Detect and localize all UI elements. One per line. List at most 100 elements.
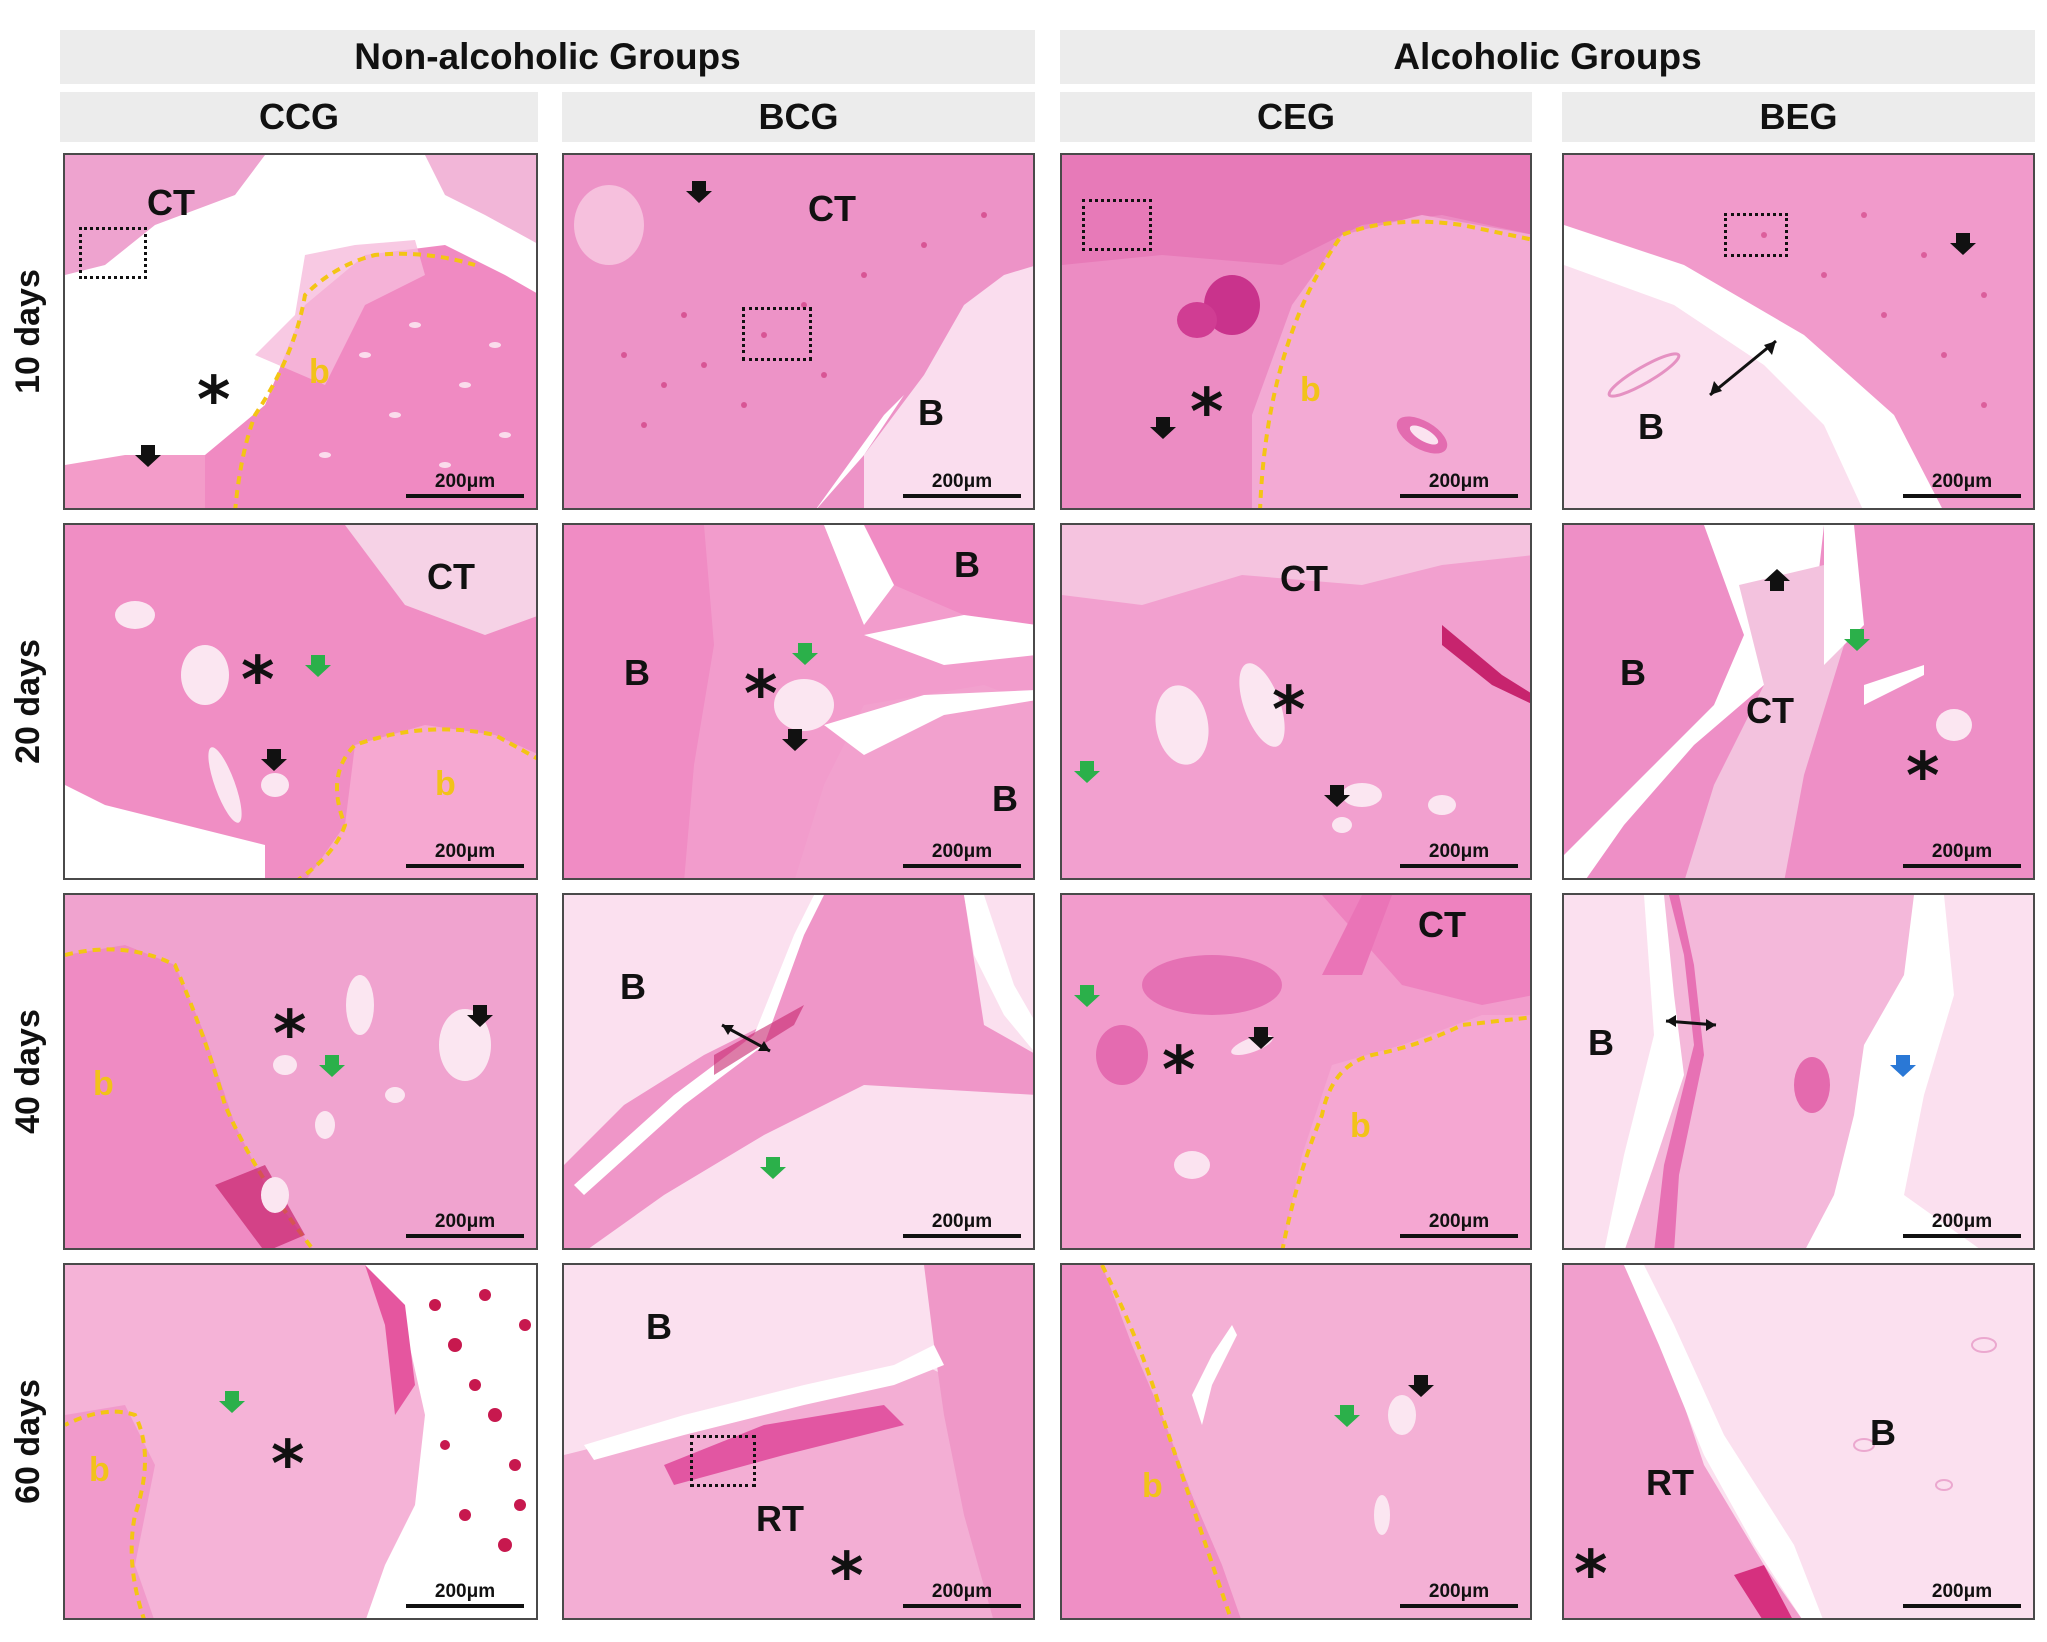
micrograph (1564, 1265, 2033, 1618)
scale-bar: 200μm (1903, 472, 2021, 498)
micrograph (1564, 895, 2033, 1248)
scale-bar: 200μm (1400, 472, 1518, 498)
label-rt: RT (756, 1498, 804, 1539)
micrograph (564, 895, 1033, 1248)
column-header-ccg: CCG (60, 92, 538, 142)
asterisk-marker: * (1906, 740, 1940, 814)
panel-beg-40-days: B 200μm (1562, 893, 2035, 1250)
column-header-ceg: CEG (1060, 92, 1532, 142)
black-arrow-icon (1248, 1027, 1274, 1049)
micrograph (1062, 525, 1530, 878)
label-ct: CT (427, 556, 475, 597)
micrograph (1062, 155, 1530, 508)
double-arrow-icon (1709, 339, 1777, 397)
panel-bcg-20-days: B B B * 200μm (562, 523, 1035, 880)
blue-arrow-icon (1890, 1055, 1916, 1077)
asterisk-marker: * (1190, 376, 1224, 450)
micrograph (1062, 1265, 1530, 1618)
label-b: B (624, 652, 650, 693)
asterisk-marker: * (197, 364, 231, 438)
dotted-box-icon (1082, 199, 1152, 251)
column-header-bcg: BCG (562, 92, 1035, 142)
label-b: B (1588, 1022, 1614, 1063)
scale-bar: 200μm (406, 842, 524, 868)
asterisk-marker: * (1162, 1034, 1196, 1108)
asterisk-marker: * (744, 658, 778, 732)
label-b: B (1870, 1412, 1896, 1453)
row-label-20-days: 20 days (8, 639, 47, 764)
green-arrow-icon (1844, 629, 1870, 651)
scale-bar: 200μm (903, 1582, 1021, 1608)
green-arrow-icon (319, 1055, 345, 1077)
green-arrow-icon (1334, 1405, 1360, 1427)
panel-ceg-40-days: CT b * 200μm (1060, 893, 1532, 1250)
micrograph (1564, 155, 2033, 508)
group-header-non-alcoholic: Non-alcoholic Groups (60, 30, 1035, 84)
micrograph (65, 895, 536, 1248)
micrograph (65, 525, 536, 878)
label-ct: CT (1746, 690, 1794, 731)
green-arrow-icon (760, 1157, 786, 1179)
black-arrow-icon (1324, 785, 1350, 807)
asterisk-marker: * (1574, 1538, 1608, 1612)
black-arrow-icon (1950, 233, 1976, 255)
label-b: b (309, 353, 330, 391)
asterisk-marker: * (1272, 674, 1306, 748)
label-b: b (1350, 1107, 1371, 1145)
label-b: b (435, 765, 456, 803)
row-label-10-days: 10 days (8, 269, 47, 394)
asterisk-marker: * (271, 1428, 305, 1502)
green-arrow-icon (792, 643, 818, 665)
panel-ceg-60-days: b 200μm (1060, 1263, 1532, 1620)
micrograph (564, 155, 1033, 508)
dotted-box-icon (79, 227, 147, 279)
row-label-60-days: 60 days (8, 1379, 47, 1504)
label-b: B (918, 392, 944, 433)
label-ct: CT (808, 188, 856, 229)
scale-bar: 200μm (1400, 1582, 1518, 1608)
dotted-box-icon (742, 307, 812, 361)
scale-bar: 200μm (406, 1212, 524, 1238)
scale-bar: 200μm (1903, 1582, 2021, 1608)
panel-ccg-10-days: CT b * 200μm (63, 153, 538, 510)
panel-bcg-60-days: B RT * 200μm (562, 1263, 1035, 1620)
scale-bar: 200μm (903, 1212, 1021, 1238)
scale-bar: 200μm (1903, 842, 2021, 868)
green-arrow-icon (1074, 761, 1100, 783)
scale-bar: 200μm (1400, 1212, 1518, 1238)
label-b: b (93, 1065, 114, 1103)
panel-beg-60-days: B RT * 200μm (1562, 1263, 2035, 1620)
panel-ccg-60-days: b * 200μm (63, 1263, 538, 1620)
scale-bar: 200μm (903, 842, 1021, 868)
group-header-alcoholic: Alcoholic Groups (1060, 30, 2035, 84)
panel-ceg-10-days: b * 200μm (1060, 153, 1532, 510)
label-b: B (646, 1306, 672, 1347)
black-arrow-icon (1764, 569, 1790, 591)
label-b: b (1300, 371, 1321, 409)
black-arrow-icon (135, 445, 161, 467)
scale-bar: 200μm (1400, 842, 1518, 868)
label-b: b (1142, 1467, 1163, 1505)
black-arrow-icon (261, 749, 287, 771)
micrograph (1062, 895, 1530, 1248)
green-arrow-icon (219, 1391, 245, 1413)
dotted-box-icon (1724, 213, 1788, 257)
panel-ceg-20-days: CT * 200μm (1060, 523, 1532, 880)
panel-ccg-20-days: CT b * 200μm (63, 523, 538, 880)
micrograph (564, 525, 1033, 878)
panel-bcg-40-days: B 200μm (562, 893, 1035, 1250)
asterisk-marker: * (273, 998, 307, 1072)
label-b: B (954, 544, 980, 585)
label-ct: CT (147, 182, 195, 223)
panel-bcg-10-days: CT B 200μm (562, 153, 1035, 510)
panel-beg-20-days: B CT * 200μm (1562, 523, 2035, 880)
label-b: B (1638, 406, 1664, 447)
scale-bar: 200μm (1903, 1212, 2021, 1238)
dotted-box-icon (690, 1435, 756, 1487)
scale-bar: 200μm (903, 472, 1021, 498)
label-b: B (1620, 652, 1646, 693)
label-b: B (620, 966, 646, 1007)
panel-beg-10-days: B 200μm (1562, 153, 2035, 510)
label-b: b (89, 1451, 110, 1489)
scale-bar: 200μm (406, 472, 524, 498)
